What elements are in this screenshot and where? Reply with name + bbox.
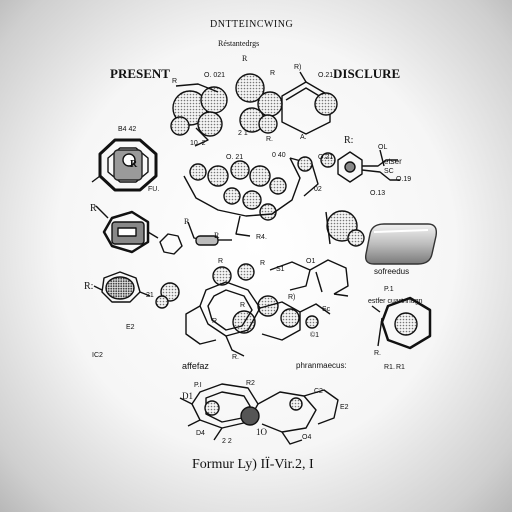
ester-label-1: OL [378,144,388,151]
label-e1: R: [84,281,94,292]
bottom-label-5: D1 [182,391,193,401]
label-a7: 2 1 [238,130,248,137]
page-title: DNTTEINCWING [210,19,294,30]
label-g1: E2 [126,324,135,331]
label-d2: R [184,217,190,226]
label-d3: R [214,231,220,240]
sphere-cluster-right [325,210,365,247]
page-subtitle: Réstantedrgs [218,39,260,48]
mid-label: phranmaecus: [296,361,347,370]
fused-ring-assembly [185,259,349,357]
label-e3: R [218,258,224,265]
bottom-label-7: C2 [314,388,323,395]
hexagon-right [371,296,432,350]
label-a1: R [172,78,178,85]
ester-label-3: O.19 [396,176,412,183]
label-i1: R) [288,294,296,301]
label-g2: IC2 [92,352,103,359]
bottom-label-1: P.I [194,382,202,389]
label-c4: 02 [314,186,322,193]
product-label: sofreedus [374,267,410,276]
bottom-label-4: O4 [302,434,312,441]
label-d1: R [90,203,97,214]
bottom-label-6: D4 [196,430,205,437]
label-f2: Sc [322,306,331,313]
label-c1: O. 21 [226,154,244,161]
label-c3: O.21 [318,154,334,161]
sphere-hexagon-top-center [235,71,338,135]
octagon-ring-left [91,138,158,192]
label-a5: O.21 [318,72,334,79]
label-b3: FU. [148,186,160,193]
bottom-label-3: 1O [256,427,267,437]
label-a2: O. 021 [204,72,226,79]
label-i2: ©1 [310,332,320,339]
product-slab [364,223,438,265]
ester-label-2: SC [384,168,394,175]
label-c2: 0 40 [272,152,286,159]
label-a6: 10. 2 [190,140,206,147]
label-e5: S1 [276,266,285,273]
label-h3: R. [232,354,239,361]
label-b1: B4 42 [118,126,137,133]
right-label-4: R1 [396,364,405,371]
linker-small [187,221,232,246]
bottom-label-9: 2 2 [222,438,232,445]
right-heading: DISCLURE [333,66,401,81]
sphere-cluster-top-left [170,83,228,147]
label-d4: R4. [256,234,267,241]
label-c5: R: [344,135,354,146]
label-b2: R [130,159,138,170]
right-label-3: R1. [384,364,395,371]
ring-chain-center [183,152,336,237]
bottom-fused-rings [179,383,339,445]
bottom-label-2: R2 [246,380,255,387]
sphere-pair-left [155,282,180,309]
ring-left-middle [95,205,183,255]
label-h2: R [240,302,246,309]
label-a9: A. [300,134,307,141]
label-e4: R [260,260,266,267]
label-a3: R [270,70,276,77]
bottom-label-8: E2 [340,404,349,411]
label-h1: R [212,318,218,325]
right-label-2: R. [374,350,381,357]
label-e2: 21 [146,292,154,299]
ester-label: etser [384,157,402,166]
label-f1: O1 [306,258,316,265]
ring-left-lower [93,271,151,303]
left-mid-label: affefaz [182,361,209,371]
label-a4: R) [294,64,302,71]
left-heading: PRESENT [110,66,170,81]
figure-caption: Formur Ly) IÏ-Vir.2, I [192,457,314,472]
ester-label-4: O.13 [370,190,386,197]
right-label-1: P.1 [384,286,394,293]
right-label: estfer cuartnhugn [368,298,423,305]
label-a8: R. [266,136,273,143]
ester-group [337,149,400,183]
top-r-label: R [242,54,248,63]
